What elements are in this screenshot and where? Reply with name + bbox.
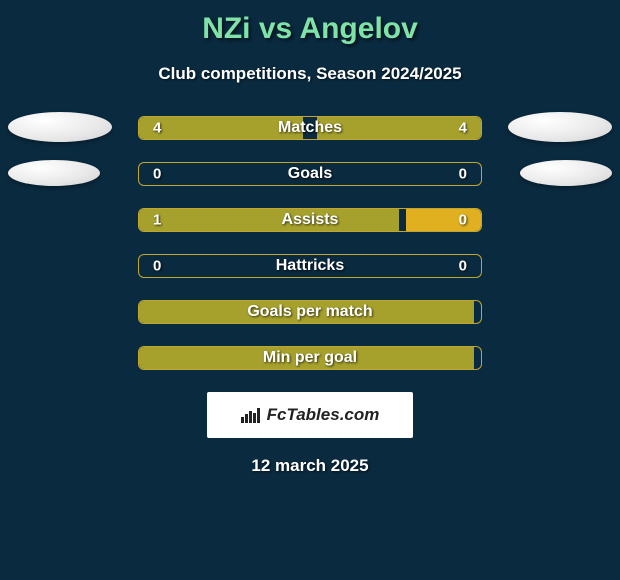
player-avatar-left bbox=[8, 112, 112, 142]
stat-value-right: 0 bbox=[459, 212, 467, 229]
stat-bar-container: Assists1 0 bbox=[138, 208, 482, 232]
stat-value-right: 0 bbox=[459, 166, 467, 183]
stat-bar-container: Goals per match bbox=[138, 300, 482, 324]
page-subtitle: Club competitions, Season 2024/2025 bbox=[0, 64, 620, 84]
player-avatar-right bbox=[520, 160, 612, 186]
brand-box: FcTables.com bbox=[207, 392, 413, 438]
stat-row: Goals0 0 bbox=[0, 162, 620, 186]
stat-value-right: 0 bbox=[459, 258, 467, 275]
footer-date: 12 march 2025 bbox=[0, 456, 620, 476]
player-avatar-left bbox=[8, 160, 100, 186]
stat-row: Hattricks0 0 bbox=[0, 254, 620, 278]
brand-label: FcTables.com bbox=[267, 405, 380, 425]
stat-row: Min per goal bbox=[0, 346, 620, 370]
stat-label: Assists bbox=[139, 211, 481, 229]
stat-value-right: 4 bbox=[459, 120, 467, 137]
stat-value-left: 4 bbox=[153, 120, 161, 137]
stat-label: Goals bbox=[139, 165, 481, 183]
stat-label: Min per goal bbox=[139, 349, 481, 367]
stat-label: Goals per match bbox=[139, 303, 481, 321]
bar-chart-icon bbox=[241, 407, 261, 423]
brand-text: FcTables.com bbox=[241, 405, 380, 425]
stat-value-left: 0 bbox=[153, 166, 161, 183]
stat-bar-container: Hattricks0 0 bbox=[138, 254, 482, 278]
player-avatar-right bbox=[508, 112, 612, 142]
page-title: NZi vs Angelov bbox=[0, 0, 620, 46]
stat-value-left: 0 bbox=[153, 258, 161, 275]
comparison-chart: Matches44Goals00Assists10Hattricks00Goal… bbox=[0, 116, 620, 370]
stat-bar-container: Matches4 4 bbox=[138, 116, 482, 140]
stat-label: Hattricks bbox=[139, 257, 481, 275]
stat-row: Goals per match bbox=[0, 300, 620, 324]
stat-bar-container: Goals0 0 bbox=[138, 162, 482, 186]
stat-value-left: 1 bbox=[153, 212, 161, 229]
stat-label: Matches bbox=[139, 119, 481, 137]
stat-row: Assists1 0 bbox=[0, 208, 620, 232]
stat-bar-container: Min per goal bbox=[138, 346, 482, 370]
stat-row: Matches4 4 bbox=[0, 116, 620, 140]
